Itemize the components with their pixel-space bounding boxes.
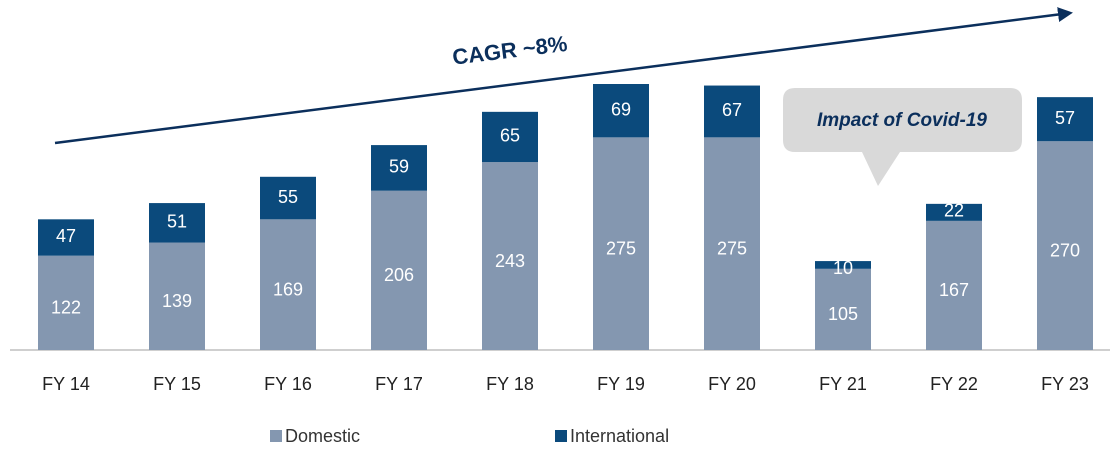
data-label: 55 — [278, 187, 298, 207]
data-label: 206 — [384, 265, 414, 285]
x-tick-label: FY 18 — [486, 374, 534, 394]
x-tick-label: FY 17 — [375, 374, 423, 394]
data-label: 57 — [1055, 108, 1075, 128]
legend-swatch — [270, 430, 282, 442]
data-label: 167 — [939, 280, 969, 300]
bar-segment — [149, 242, 205, 350]
legend-label: Domestic — [285, 426, 360, 446]
bar-segment — [371, 145, 427, 191]
legend-label: International — [570, 426, 669, 446]
x-tick-label: FY 16 — [264, 374, 312, 394]
bar-segment — [815, 261, 871, 269]
bar-segment — [815, 268, 871, 350]
cagr-annotation: CAGR ~8% — [451, 31, 569, 70]
callout — [783, 88, 1022, 186]
data-label: 122 — [51, 298, 81, 318]
x-tick-label: FY 21 — [819, 374, 867, 394]
data-label: 169 — [273, 279, 303, 299]
bar-segment — [260, 219, 316, 350]
covid-annotation: Impact of Covid-19 — [817, 110, 987, 131]
data-label: 10 — [833, 258, 853, 278]
bar-segment — [926, 203, 982, 221]
x-tick-label: FY 23 — [1041, 374, 1089, 394]
data-label: 47 — [56, 226, 76, 246]
data-label: 67 — [722, 100, 742, 120]
bar-segment — [593, 137, 649, 350]
x-tick-label: FY 14 — [42, 374, 90, 394]
bar-segment — [482, 162, 538, 350]
bar-segment — [926, 220, 982, 350]
bar-segment — [1037, 97, 1093, 142]
bar-segment — [38, 255, 94, 350]
data-label: 22 — [944, 201, 964, 221]
data-label: 270 — [1050, 240, 1080, 260]
x-tick-label: FY 15 — [153, 374, 201, 394]
data-label: 105 — [828, 304, 858, 324]
data-label: 275 — [717, 238, 747, 258]
bar-segment — [38, 219, 94, 256]
bar-segment — [1037, 141, 1093, 350]
x-tick-label: FY 19 — [597, 374, 645, 394]
data-label: 51 — [167, 212, 187, 232]
bar-segment — [371, 190, 427, 350]
bar-segment — [149, 203, 205, 243]
data-label: 59 — [389, 157, 409, 177]
bar-segment — [260, 176, 316, 220]
legend-swatch — [555, 430, 567, 442]
data-label: 69 — [611, 99, 631, 119]
bar-segment — [482, 111, 538, 163]
x-tick-label: FY 20 — [708, 374, 756, 394]
data-label: 243 — [495, 251, 525, 271]
trend-arrow — [54, 7, 1073, 145]
bar-segment — [704, 85, 760, 138]
data-label: 139 — [162, 291, 192, 311]
x-tick-label: FY 22 — [930, 374, 978, 394]
data-label: 65 — [500, 126, 520, 146]
bar-segment — [704, 137, 760, 350]
data-label: 275 — [606, 238, 636, 258]
bar-segment — [593, 84, 649, 138]
